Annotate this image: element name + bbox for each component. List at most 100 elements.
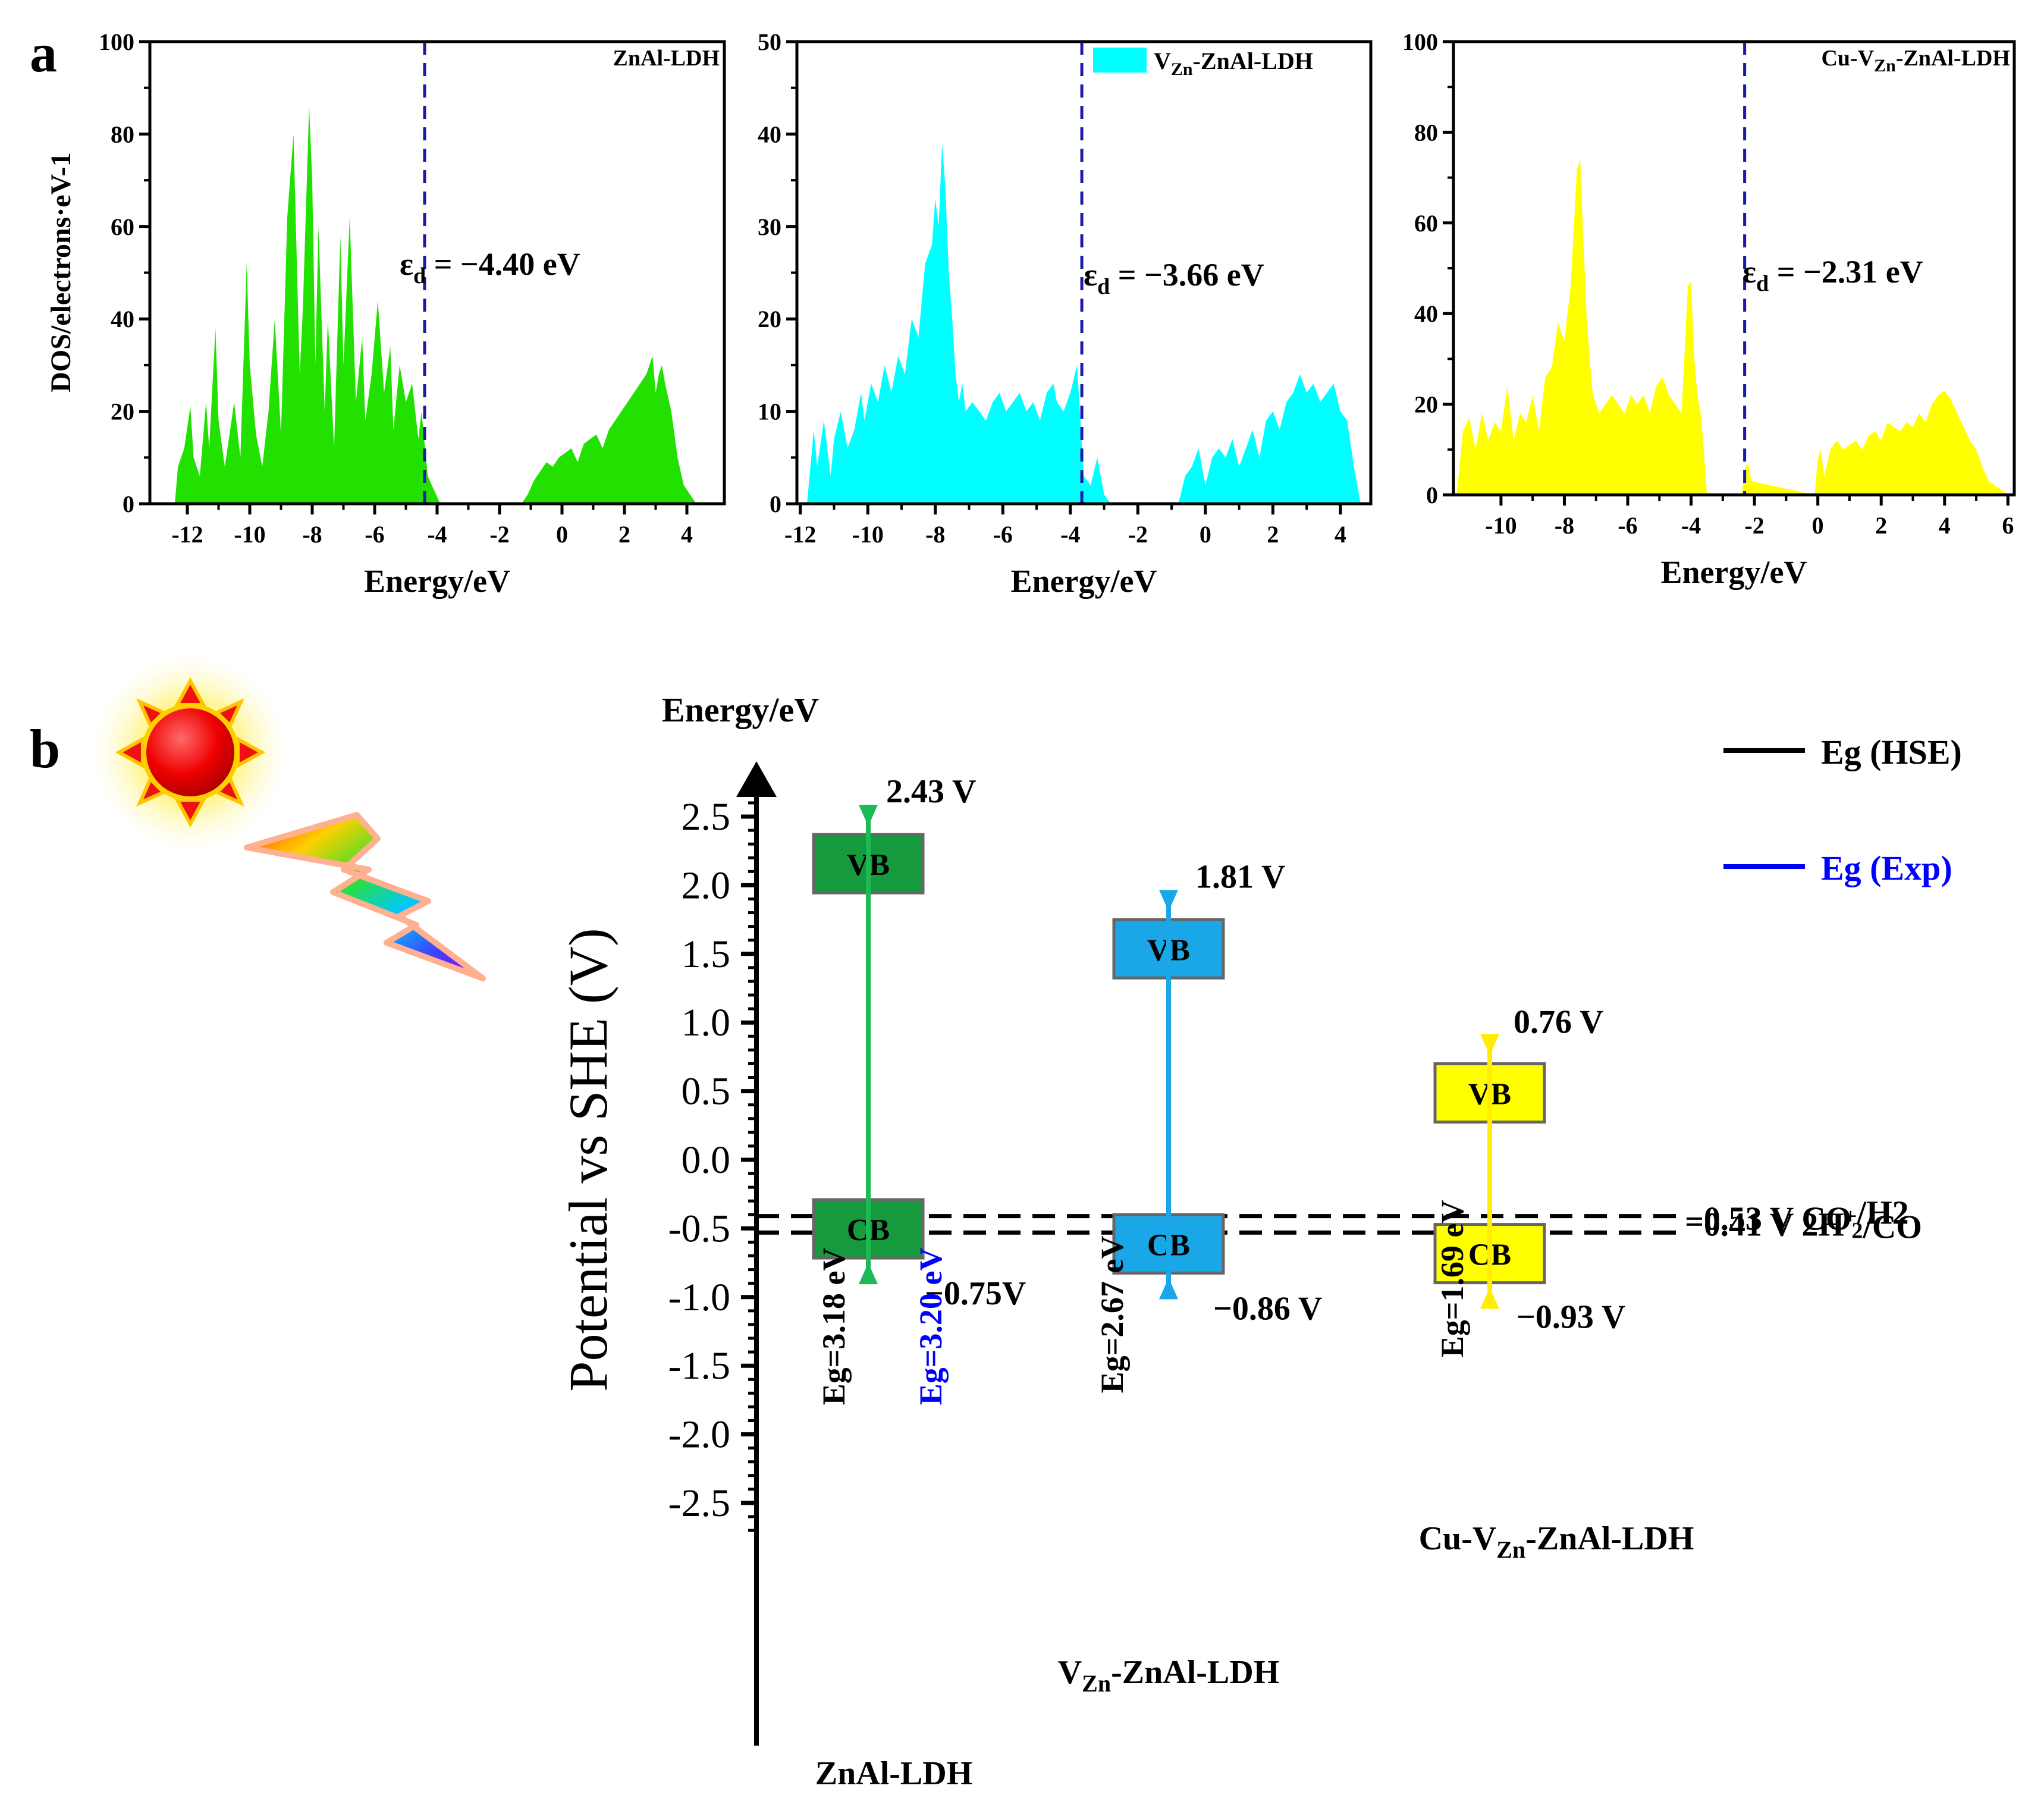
y-tick-label: 80 [1414, 119, 1438, 146]
d-band-annotation-vzn: εd = −3.66 eV [1084, 257, 1264, 299]
cb-potential-label: −0.93 V [1516, 1299, 1625, 1336]
x-tick-label: -6 [993, 521, 1013, 548]
band-diagram: Energy/eV -2.5 -2.0 -1.5 -1.0 -0.5 0.0 0.5 1.0 1… [558, 691, 1962, 1792]
x-tick-label: -2 [489, 521, 509, 548]
potential-tick-label: 1.0 [682, 1001, 731, 1044]
material-name: Cu-VZn-ZnAl-LDH [1419, 1520, 1694, 1563]
y-tick-label: 60 [111, 214, 134, 240]
cb-potential-label: −0.86 V [1213, 1290, 1322, 1327]
dos-area-znal [162, 106, 706, 504]
d-band-annotation-znal: εd = −4.40 eV [400, 246, 580, 288]
x-tick-label: -4 [1060, 521, 1080, 548]
x-tick-label: -6 [1618, 512, 1637, 539]
y-tick-label: 20 [1414, 391, 1438, 418]
y-axis-label: DOS/electrons·eV-1 [45, 152, 77, 392]
potential-tick-label: -2.5 [668, 1482, 730, 1525]
y-tick-label: 30 [758, 214, 781, 240]
y-tick-label: 40 [111, 306, 134, 332]
reference-level-label: −0.53 V CO2/CO [1685, 1200, 1922, 1245]
chart-title-znal: ZnAl-LDH [613, 46, 720, 71]
arrow-head-top [859, 1263, 878, 1285]
x-tick-label: -10 [852, 521, 884, 548]
y-tick-label: 100 [99, 29, 134, 55]
x-ticks-vzn: -12 -10 -8 -6 -4 -2 0 2 4 [784, 504, 1346, 548]
eg-exp-label: Eg=3.20 eV [913, 1248, 949, 1405]
y-tick-label: 50 [758, 29, 781, 55]
eg-hse-label: Eg=1.69 eV [1434, 1200, 1470, 1358]
y-tick-label: 0 [770, 491, 781, 517]
y-tick-label: 0 [123, 491, 134, 517]
x-tick-label: -12 [171, 521, 203, 548]
x-tick-label: 6 [2002, 512, 2014, 539]
material-name: ZnAl-LDH [815, 1755, 973, 1792]
x-ticks-cu: -10 -8 -6 -4 -2 0 2 4 6 [1485, 495, 2014, 539]
arrow-head-bottom [1480, 1034, 1499, 1056]
potential-tick-label: 0.0 [682, 1138, 731, 1182]
y-tick-label: 60 [1414, 210, 1438, 237]
axis-arrow-head [736, 761, 777, 797]
potential-tick-label: 2.0 [682, 864, 731, 907]
potential-tick-label: 0.5 [682, 1070, 731, 1113]
chart-title-cu: Cu-VZn-ZnAl-LDH [1821, 46, 2010, 76]
band-legend: Eg (HSE) Eg (Exp) [1723, 733, 1962, 887]
y-tick-label: 10 [758, 398, 781, 425]
material-name: VZn-ZnAl-LDH [1058, 1654, 1280, 1697]
arrow-head-bottom [1159, 890, 1178, 912]
x-tick-label: -2 [1128, 521, 1148, 548]
potential-axis-title: Potential vs SHE (V) [558, 928, 618, 1391]
x-tick-label: 0 [1200, 521, 1211, 548]
potential-tick-label: 1.5 [682, 933, 731, 976]
x-tick-label: 0 [1812, 512, 1824, 539]
x-tick-label: -8 [925, 521, 945, 548]
cb-potential-label: −0.75V [925, 1275, 1026, 1312]
legend-label: Eg (HSE) [1821, 733, 1962, 771]
x-tick-label: 2 [618, 521, 630, 548]
reference-levels: −0.53 V CO2/CO−0.41 V 2H+/H2 [756, 1195, 1922, 1245]
x-tick-label: -10 [234, 521, 265, 548]
axis-arrow-label: Energy/eV [662, 691, 819, 729]
legend-label-vzn: VZn-ZnAl-LDH [1154, 48, 1313, 79]
x-tick-label: -4 [1681, 512, 1701, 539]
y-ticks-znal: 0 20 40 60 80 100 [99, 29, 150, 517]
potential-tick-label: -1.0 [668, 1276, 730, 1319]
x-ticks-znal: -12 -10 -8 -6 -4 -2 0 2 4 [171, 504, 693, 548]
x-tick-label: -8 [302, 521, 322, 548]
potential-tick-label: -1.5 [668, 1344, 730, 1388]
y-tick-label: 20 [111, 398, 134, 425]
y-ticks-vzn: 0 10 20 30 40 50 [758, 29, 797, 517]
legend-swatch-vzn [1093, 48, 1147, 73]
dos-area-cu [1456, 159, 2008, 495]
y-tick-label: 40 [758, 121, 781, 148]
x-axis-label-cu: Energy/eV [1661, 554, 1807, 590]
arrow-head-bottom [859, 805, 878, 827]
x-tick-label: -4 [427, 521, 447, 548]
x-tick-label: -10 [1485, 512, 1516, 539]
x-tick-label: -12 [784, 521, 816, 548]
x-tick-label: 4 [1335, 521, 1346, 548]
x-tick-label: 2 [1875, 512, 1887, 539]
vb-potential-label: 1.81 V [1195, 858, 1285, 895]
vb-potential-label: 2.43 V [886, 773, 976, 810]
x-tick-label: -6 [365, 521, 384, 548]
y-tick-label: 40 [1414, 300, 1438, 327]
x-axis-label-znal: Energy/eV [364, 563, 510, 599]
x-tick-label: 2 [1267, 521, 1279, 548]
y-tick-label: 20 [758, 306, 781, 332]
reference-level-label: −0.41 V 2H+/H2 [1685, 1195, 1909, 1244]
x-tick-label: -2 [1744, 512, 1764, 539]
sun-icon [92, 654, 288, 851]
x-tick-label: 4 [1939, 512, 1951, 539]
vb-potential-label: 0.76 V [1514, 1004, 1603, 1041]
potential-tick-label: 2.5 [682, 795, 731, 839]
y-tick-label: 0 [1426, 482, 1438, 509]
x-tick-label: -8 [1555, 512, 1574, 539]
panel-b-label: b [30, 718, 60, 779]
dos-area-vzn [807, 143, 1361, 504]
dos-chart-vzn: -12 -10 -8 -6 -4 -2 0 2 4 0 10 20 30 40 50 VZn-ZnAl-L… [758, 29, 1373, 599]
dos-chart-cu: -10 -8 -6 -4 -2 0 2 4 6 0 20 40 60 80 100 Cu-VZn-ZnAl… [1402, 29, 2016, 590]
arrow-head-top [1159, 1278, 1178, 1300]
